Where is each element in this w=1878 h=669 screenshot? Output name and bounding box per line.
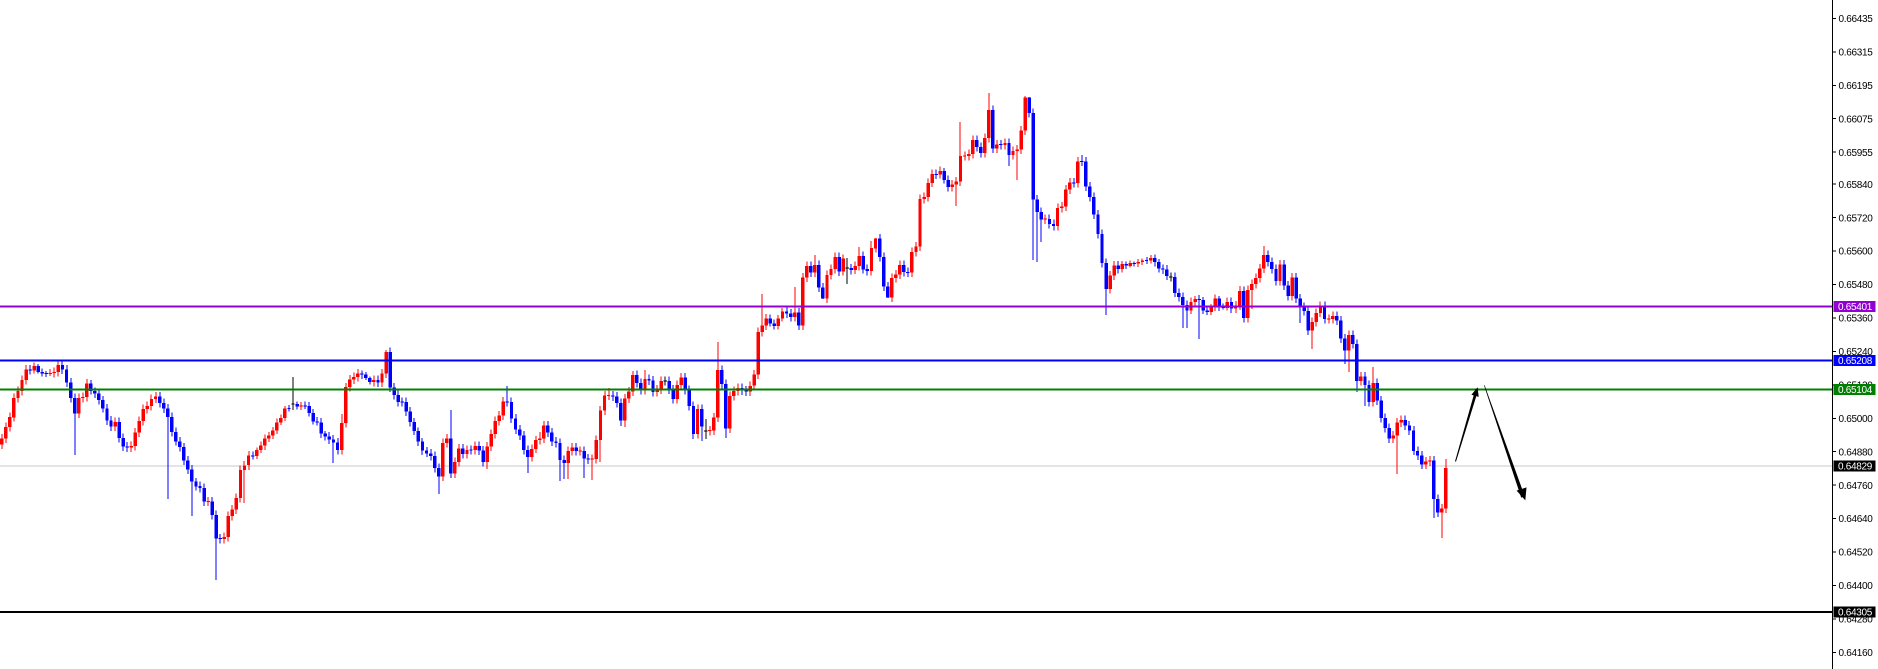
svg-text:0.64160: 0.64160 (1839, 648, 1874, 659)
svg-text:0.65955: 0.65955 (1839, 148, 1874, 159)
svg-text:0.64640: 0.64640 (1839, 514, 1874, 525)
svg-text:0.66075: 0.66075 (1839, 114, 1874, 125)
svg-text:0.65480: 0.65480 (1839, 280, 1874, 291)
svg-text:0.64280: 0.64280 (1839, 615, 1874, 626)
svg-text:0.65360: 0.65360 (1839, 314, 1874, 325)
svg-text:0.64829: 0.64829 (1838, 462, 1873, 473)
svg-text:0.65000: 0.65000 (1839, 414, 1874, 425)
svg-text:0.65240: 0.65240 (1839, 347, 1874, 358)
svg-text:0.66195: 0.66195 (1839, 81, 1874, 92)
svg-text:0.64520: 0.64520 (1839, 548, 1874, 559)
svg-text:0.64305: 0.64305 (1838, 608, 1873, 619)
svg-text:0.66315: 0.66315 (1839, 47, 1874, 58)
svg-text:0.65401: 0.65401 (1838, 302, 1873, 313)
svg-text:0.65208: 0.65208 (1838, 356, 1873, 367)
svg-text:0.65720: 0.65720 (1839, 213, 1874, 224)
svg-text:0.65840: 0.65840 (1839, 180, 1874, 191)
svg-text:0.64760: 0.64760 (1839, 481, 1874, 492)
svg-text:0.65104: 0.65104 (1838, 385, 1873, 396)
svg-text:0.66435: 0.66435 (1839, 14, 1874, 25)
svg-text:0.64880: 0.64880 (1839, 447, 1874, 458)
svg-text:0.65600: 0.65600 (1839, 247, 1874, 258)
svg-text:0.64400: 0.64400 (1839, 581, 1874, 592)
